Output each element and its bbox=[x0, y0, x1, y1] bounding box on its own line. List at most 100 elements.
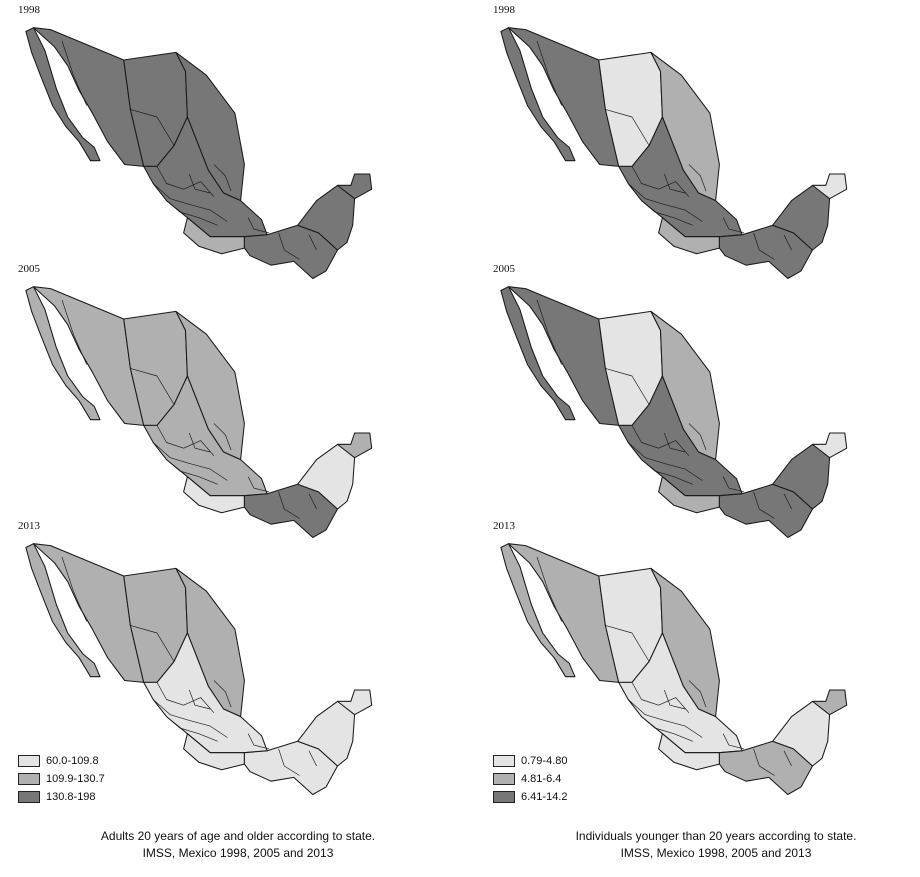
state-border bbox=[722, 217, 745, 234]
state-border bbox=[308, 234, 317, 251]
region-nw bbox=[32, 27, 145, 167]
state-border bbox=[536, 299, 563, 365]
state-border bbox=[519, 566, 532, 605]
state-border bbox=[631, 166, 690, 198]
state-border bbox=[688, 680, 707, 708]
region-yucatan bbox=[772, 443, 831, 510]
state-border bbox=[152, 699, 228, 738]
right-caption: Individuals younger than 20 years accord… bbox=[536, 828, 896, 862]
left-map-1998-year: 1998 bbox=[18, 4, 40, 16]
legend-swatch bbox=[18, 773, 40, 785]
state-border bbox=[605, 368, 650, 405]
state-border bbox=[213, 164, 232, 192]
state-border bbox=[722, 733, 745, 750]
left-legend-item-high: 130.8-198 bbox=[18, 788, 105, 806]
state-border bbox=[631, 425, 690, 457]
legend-label: 4.81-6.4 bbox=[521, 773, 562, 785]
region-yucatan_ne bbox=[336, 432, 373, 459]
region-nw bbox=[32, 286, 145, 426]
state-border bbox=[627, 699, 703, 738]
state-border bbox=[783, 750, 792, 767]
state-border bbox=[247, 733, 270, 750]
state-border bbox=[152, 183, 228, 222]
region-pacific_south bbox=[183, 733, 245, 771]
state-border bbox=[213, 680, 232, 708]
region-pacific_south bbox=[183, 217, 245, 255]
region-south bbox=[243, 483, 339, 539]
state-border bbox=[536, 40, 563, 106]
state-border bbox=[631, 682, 690, 714]
legend-label: 0.79-4.80 bbox=[521, 755, 568, 767]
state-border bbox=[130, 368, 175, 405]
region-yucatan bbox=[297, 184, 356, 251]
right-legend-item-low: 0.79-4.80 bbox=[493, 752, 567, 770]
state-border bbox=[278, 232, 300, 260]
region-yucatan bbox=[772, 700, 831, 767]
state-border bbox=[641, 459, 693, 485]
state-border bbox=[156, 425, 215, 457]
legend-swatch bbox=[18, 755, 40, 767]
legend-label: 109.9-130.7 bbox=[46, 773, 105, 785]
region-pacific_south bbox=[658, 217, 720, 255]
left-map-2013 bbox=[25, 543, 373, 796]
state-border bbox=[519, 50, 532, 89]
state-border bbox=[156, 166, 215, 198]
legend-label: 60.0-109.8 bbox=[46, 755, 99, 767]
state-border bbox=[44, 50, 57, 89]
state-border bbox=[247, 476, 270, 493]
region-yucatan_ne bbox=[811, 689, 848, 716]
state-border bbox=[156, 682, 215, 714]
state-border bbox=[278, 748, 300, 776]
left-legend: 60.0-109.8 109.9-130.7 130.8-198 bbox=[18, 752, 105, 806]
state-border bbox=[519, 309, 532, 348]
state-border bbox=[130, 625, 175, 662]
region-pacific_south bbox=[658, 476, 720, 514]
state-border bbox=[753, 232, 775, 260]
right-map-1998-year: 1998 bbox=[493, 4, 515, 16]
state-border bbox=[688, 164, 707, 192]
state-border bbox=[663, 432, 686, 453]
state-border bbox=[188, 173, 211, 194]
right-map-2013 bbox=[500, 543, 848, 796]
state-border bbox=[641, 716, 693, 742]
state-border bbox=[166, 200, 218, 226]
right-map-2013-year: 2013 bbox=[493, 520, 515, 532]
legend-label: 6.41-14.2 bbox=[521, 791, 568, 803]
right-legend-item-mid: 4.81-6.4 bbox=[493, 770, 567, 788]
region-yucatan_ne bbox=[811, 173, 848, 200]
state-border bbox=[61, 556, 88, 622]
right-map-2005 bbox=[500, 286, 848, 539]
legend-swatch bbox=[18, 791, 40, 803]
region-yucatan bbox=[297, 700, 356, 767]
state-border bbox=[188, 432, 211, 453]
region-yucatan bbox=[772, 184, 831, 251]
state-border bbox=[605, 625, 650, 662]
state-border bbox=[783, 234, 792, 251]
region-nw bbox=[507, 286, 620, 426]
region-yucatan bbox=[297, 443, 356, 510]
region-south bbox=[718, 740, 814, 796]
state-border bbox=[61, 299, 88, 365]
region-nw bbox=[507, 27, 620, 167]
state-border bbox=[308, 750, 317, 767]
state-border bbox=[663, 173, 686, 194]
state-border bbox=[663, 689, 686, 710]
region-yucatan_ne bbox=[811, 432, 848, 459]
region-south bbox=[243, 740, 339, 796]
state-border bbox=[213, 423, 232, 451]
region-south bbox=[718, 224, 814, 280]
state-border bbox=[627, 183, 703, 222]
state-border bbox=[44, 566, 57, 605]
right-map-1998 bbox=[500, 27, 848, 280]
state-border bbox=[753, 491, 775, 519]
left-caption: Adults 20 years of age and older accordi… bbox=[58, 828, 418, 862]
state-border bbox=[688, 423, 707, 451]
region-pacific_south bbox=[658, 733, 720, 771]
state-border bbox=[188, 689, 211, 710]
right-caption-line1: Individuals younger than 20 years accord… bbox=[575, 829, 857, 843]
left-caption-line1: Adults 20 years of age and older accordi… bbox=[100, 829, 376, 843]
right-map-2005-year: 2005 bbox=[493, 263, 515, 275]
region-yucatan_ne bbox=[336, 173, 373, 200]
right-caption-line2: IMSS, Mexico 1998, 2005 and 2013 bbox=[620, 846, 812, 860]
legend-swatch bbox=[493, 755, 515, 767]
